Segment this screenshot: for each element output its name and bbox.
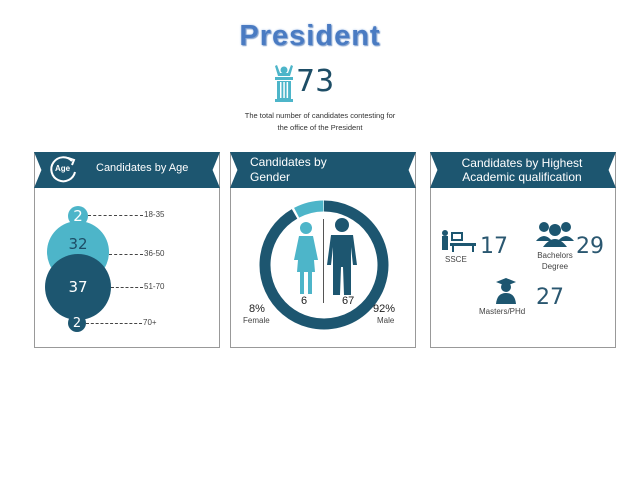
- gender-title: Candidates by Gender: [250, 155, 327, 184]
- age-cycle-icon: [50, 156, 76, 183]
- male-percent: 92%: [373, 303, 396, 315]
- age-banner: Age Candidates by Age: [34, 152, 220, 188]
- podium-speaker-icon: [275, 65, 293, 102]
- leader-line: [111, 287, 143, 288]
- ssce-label: SSCE: [445, 255, 467, 264]
- divider-line: [323, 219, 324, 303]
- age-range-label: 36-50: [144, 249, 165, 258]
- age-title: Candidates by Age: [96, 162, 189, 174]
- classroom-icon: [442, 230, 476, 252]
- bachelors-count: 29: [576, 234, 604, 259]
- age-range-label: 18-35: [144, 210, 165, 219]
- leader-line: [109, 254, 143, 255]
- age-panel: Age Candidates by Age 2 32 37 2 18-35 36…: [34, 152, 220, 348]
- gender-panel: Candidates by Gender 6 67 8% Female 92% …: [230, 152, 416, 348]
- gender-banner: Candidates by Gender: [230, 152, 416, 188]
- female-arc: [294, 200, 324, 218]
- ssce-count: 17: [480, 234, 508, 259]
- page-title: President: [239, 20, 381, 52]
- age-count-36-50: 32: [68, 235, 88, 253]
- age-range-label: 70+: [143, 318, 157, 327]
- female-count: 6: [301, 295, 308, 307]
- male-figure-icon: [327, 218, 357, 295]
- age-range-label: 51-70: [144, 282, 165, 291]
- male-label: Male: [377, 316, 395, 325]
- age-icon-label: Age: [55, 164, 71, 173]
- female-percent: 8%: [249, 303, 265, 315]
- male-count: 67: [342, 295, 355, 307]
- group-people-icon: [536, 222, 574, 247]
- qualification-panel: Candidates by Highest Academic qualifica…: [430, 152, 616, 348]
- graduate-icon: [496, 278, 516, 304]
- qualification-title: Candidates by Highest Academic qualifica…: [461, 156, 583, 184]
- bachelors-label: Bachelors Degree: [537, 251, 573, 271]
- masters-label: Masters/PHd: [479, 307, 526, 316]
- age-bubble-51-70: 37: [45, 254, 111, 320]
- age-bubble-70: 2: [68, 314, 86, 332]
- total-description: The total number of candidates contestin…: [244, 111, 396, 132]
- qualification-banner: Candidates by Highest Academic qualifica…: [430, 152, 616, 188]
- masters-count: 27: [536, 285, 564, 310]
- gender-donut-chart: [259, 200, 389, 330]
- leader-line: [88, 215, 143, 216]
- female-label: Female: [243, 316, 270, 325]
- total-candidates: 73: [296, 64, 335, 99]
- male-arc: [259, 200, 389, 330]
- female-figure-icon: [294, 222, 318, 294]
- leader-line: [86, 323, 142, 324]
